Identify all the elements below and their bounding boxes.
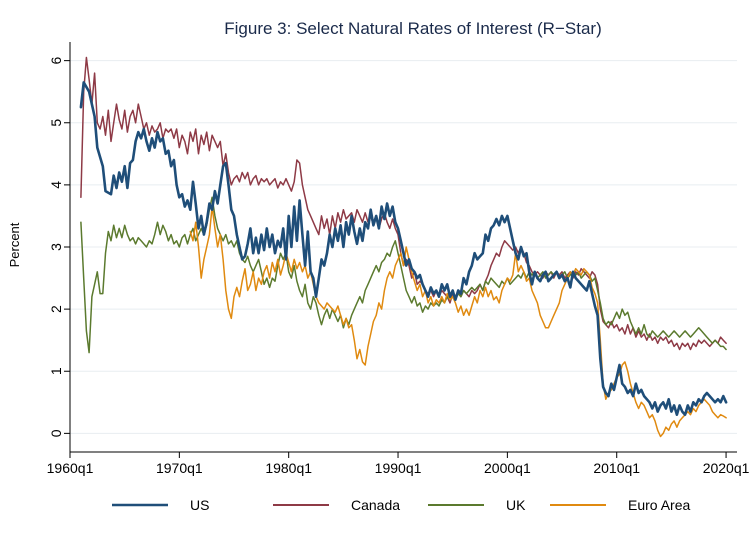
legend-label-uk: UK — [506, 497, 526, 513]
series-lines — [79, 56, 728, 438]
series-line-us — [79, 81, 728, 416]
x-tick-label-2020: 2020q1 — [703, 460, 750, 476]
legend-label-euro-area: Euro Area — [628, 497, 690, 513]
x-tick-label-1960: 1960q1 — [47, 460, 94, 476]
series-line-canada — [80, 56, 727, 351]
x-tick-label-1990: 1990q1 — [375, 460, 422, 476]
legend-label-us: US — [190, 497, 209, 513]
series-line-uk — [80, 196, 727, 354]
y-tick-label-1: 1 — [48, 367, 64, 375]
x-tick-label-1970: 1970q1 — [156, 460, 203, 476]
y-tick-label-6: 6 — [48, 57, 64, 65]
y-tick-label-2: 2 — [48, 305, 64, 313]
legend: US Canada UK Euro Area — [112, 497, 690, 513]
y-tick-label-5: 5 — [48, 119, 64, 127]
x-tick-label-2000: 2000q1 — [484, 460, 531, 476]
series-line-euro-area — [189, 205, 727, 438]
y-tick-label-0: 0 — [48, 429, 64, 437]
gridlines — [70, 60, 737, 434]
y-tick-label-4: 4 — [48, 181, 64, 189]
y-axis-label: Percent — [7, 222, 22, 267]
y-tick-label-3: 3 — [48, 243, 64, 251]
legend-label-canada: Canada — [351, 497, 400, 513]
x-tick-label-2010: 2010q1 — [593, 460, 640, 476]
x-tick-label-1980: 1980q1 — [265, 460, 312, 476]
chart-title: Figure 3: Select Natural Rates of Intere… — [224, 19, 601, 38]
axes: 0 1 2 3 4 5 6 1960q1 1970q1 1980q1 1990q1 2000q1 201… — [47, 42, 750, 476]
